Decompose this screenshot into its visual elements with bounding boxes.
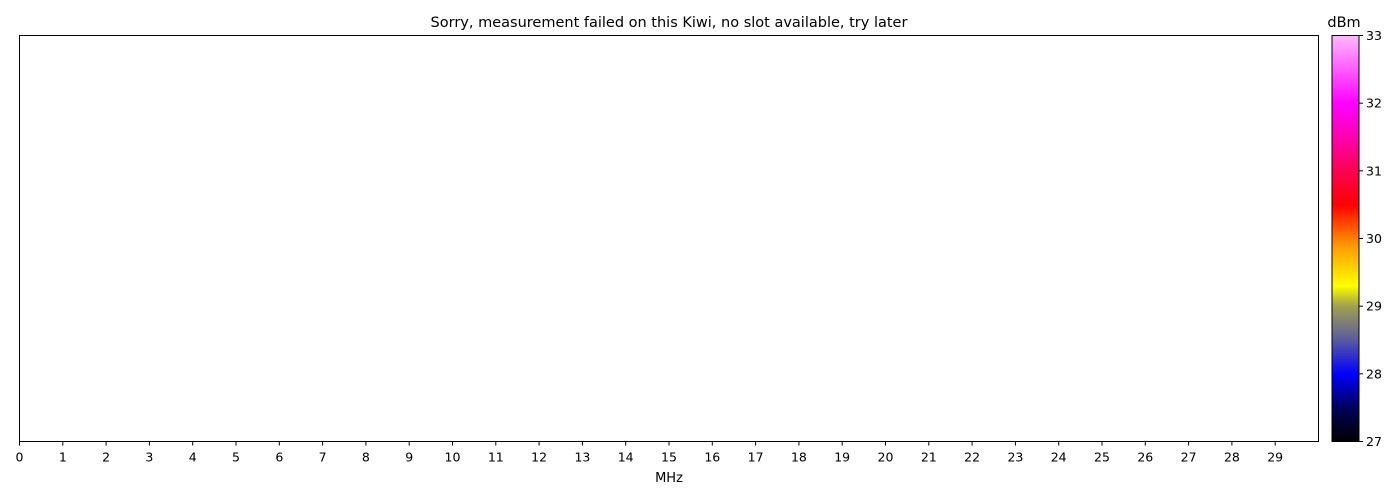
x-tick-label: 10 [445,450,461,465]
x-tick-label: 20 [878,450,894,465]
x-tick-label: 14 [618,450,634,465]
x-tick-label: 22 [964,450,980,465]
x-tick-label: 28 [1224,450,1240,465]
x-tick-label: 15 [661,450,677,465]
x-tick-label: 25 [1094,450,1110,465]
chart-title: Sorry, measurement failed on this Kiwi, … [431,15,908,31]
x-tick-label: 11 [488,450,504,465]
colorbar-axis: 27 28 29 30 31 32 33 [1359,28,1382,449]
x-tick-label: 16 [704,450,720,465]
x-axis: 0 1 2 3 4 5 6 7 8 9 10 11 12 13 14 15 16 17 18 19 20 21 22 23 24… [16,441,1283,465]
x-tick-label: 18 [791,450,807,465]
x-tick-label: 21 [921,450,937,465]
x-tick-label: 12 [531,450,547,465]
colorbar-tick-label: 27 [1366,434,1382,449]
x-tick-label: 19 [834,450,850,465]
colorbar-tick-label: 30 [1366,231,1382,246]
colorbar-tick-label: 32 [1366,96,1382,111]
plot-area [19,35,1319,442]
colorbar [1331,35,1360,442]
x-tick-label: 23 [1007,450,1023,465]
x-tick-label: 9 [405,450,413,465]
x-tick-label: 13 [574,450,590,465]
x-tick-label: 8 [362,450,370,465]
colorbar-tick-label: 28 [1366,366,1382,381]
colorbar-tick-label: 31 [1366,163,1382,178]
x-axis-label: MHz [655,471,683,486]
x-tick-label: 3 [145,450,153,465]
x-tick-label: 26 [1137,450,1153,465]
x-tick-label: 4 [189,450,197,465]
colorbar-label: dBm [1327,15,1360,31]
x-tick-label: 24 [1051,450,1067,465]
x-tick-label: 2 [102,450,110,465]
x-tick-label: 0 [16,450,24,465]
colorbar-tick-label: 33 [1366,28,1382,43]
x-tick-label: 1 [59,450,67,465]
x-tick-label: 7 [319,450,327,465]
x-tick-label: 6 [275,450,283,465]
x-tick-label: 27 [1181,450,1197,465]
x-tick-label: 5 [232,450,240,465]
x-tick-label: 29 [1267,450,1283,465]
x-tick-label: 17 [748,450,764,465]
colorbar-tick-label: 29 [1366,299,1382,314]
